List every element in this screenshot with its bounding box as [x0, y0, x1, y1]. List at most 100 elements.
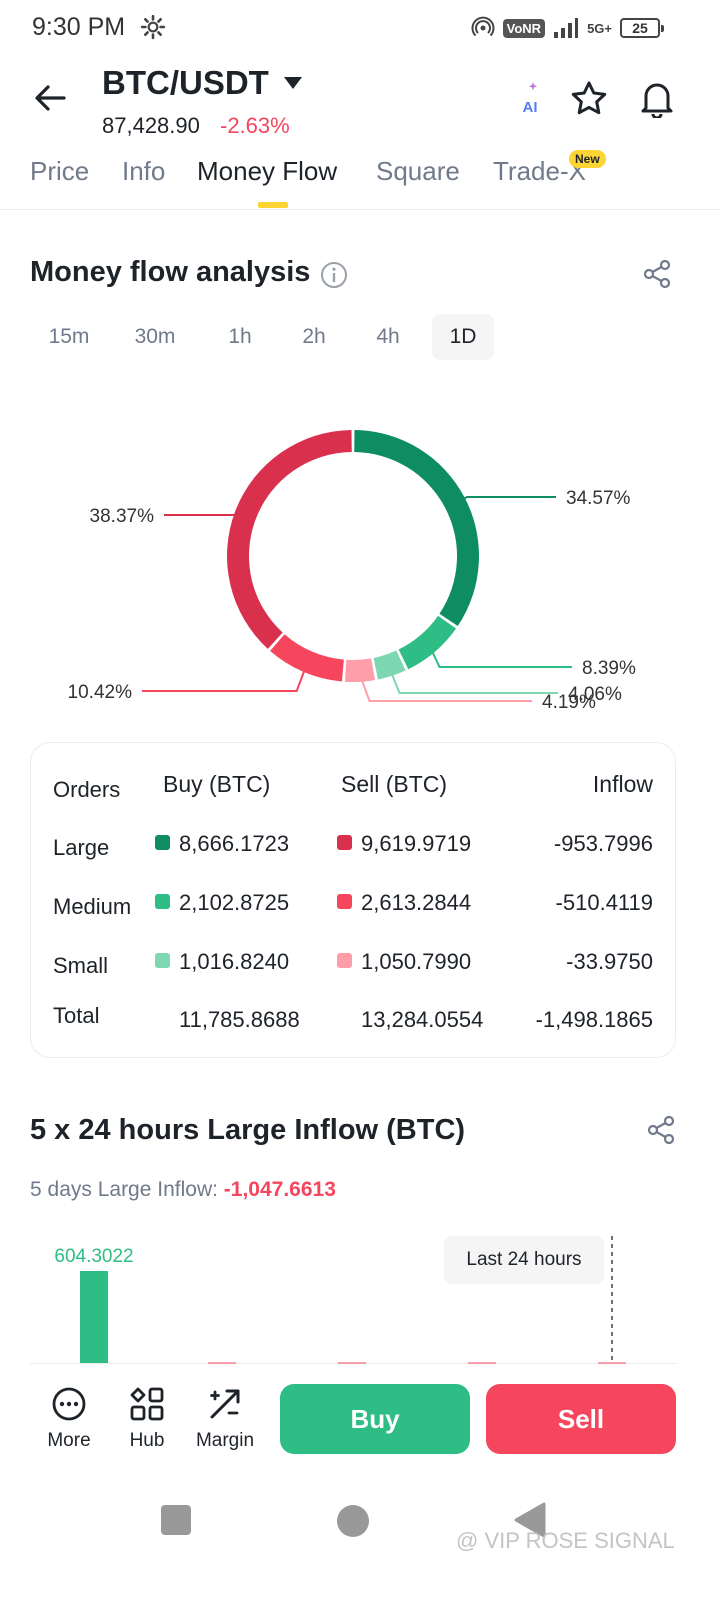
header-inflow: Inflow — [592, 771, 653, 797]
tab-price[interactable]: Price — [30, 156, 90, 186]
period-4h[interactable]: 4h — [376, 325, 400, 348]
back-nav-icon[interactable] — [512, 1502, 546, 1538]
inflow-bar[interactable] — [208, 1362, 236, 1364]
large-inflow-title: 5 x 24 hours Large Inflow (BTC) — [30, 1114, 466, 1146]
nav-margin[interactable]: Margin — [185, 1386, 265, 1452]
inflow-bar[interactable] — [80, 1271, 108, 1364]
row-small-label: Small — [53, 953, 109, 978]
donut-slice-label: 34.57% — [566, 488, 631, 509]
last-24h-tooltip: Last 24 hours — [444, 1236, 604, 1284]
header-orders: Orders — [53, 777, 121, 802]
last-price: 87,428.90 — [102, 113, 200, 138]
buy-button[interactable]: Buy — [280, 1384, 470, 1454]
nav-margin-label: Margin — [195, 1430, 255, 1451]
period-30m[interactable]: 30m — [134, 325, 176, 348]
nav-hub-label: Hub — [129, 1430, 165, 1451]
inflow-bar-value-label: 604.3022 — [54, 1246, 133, 1267]
row-small-sell: 1,050.7990 — [337, 949, 471, 975]
watermark: @ VIP ROSE SIGNAL — [456, 1528, 675, 1553]
status-bar: 9:30 PM VoNR 5G+ 25 — [0, 0, 720, 56]
inflow-bar[interactable] — [468, 1362, 496, 1364]
donut-slice-label: 4.19% — [542, 692, 596, 713]
nav-more[interactable]: More — [29, 1386, 109, 1452]
period-15m[interactable]: 15m — [48, 325, 90, 348]
period-2h[interactable]: 2h — [302, 325, 326, 348]
inflow-bar[interactable] — [598, 1362, 626, 1364]
row-large-label: Large — [53, 835, 110, 860]
star-icon[interactable] — [570, 80, 608, 118]
donut-leader-line — [358, 673, 532, 702]
five-day-inflow-summary: 5 days Large Inflow: -1,047.6613 — [30, 1178, 336, 1202]
battery-icon: 25 — [620, 18, 664, 38]
row-large-sell: 9,619.9719 — [337, 831, 471, 857]
bottom-action-bar: More Hub Margin Buy Sell — [0, 1364, 720, 1474]
gear-icon — [140, 14, 166, 40]
summary-label: 5 days Large Inflow: — [30, 1178, 218, 1201]
row-total-sell: 13,284.0554 — [361, 1007, 484, 1032]
home-icon[interactable] — [336, 1504, 370, 1538]
row-small-buy: 1,016.8240 — [155, 949, 289, 975]
share-icon[interactable] — [642, 259, 672, 289]
header-buy: Buy (BTC) — [163, 771, 271, 797]
donut-slice-label: 4.06% — [568, 684, 622, 705]
hotspot-icon — [471, 16, 495, 37]
donut-slice-label: 38.37% — [90, 506, 155, 527]
nav-more-label: More — [47, 1430, 91, 1451]
signal-icon — [554, 18, 579, 38]
nav-hub[interactable]: Hub — [107, 1386, 187, 1452]
money-flow-title: Money flow analysis — [30, 256, 311, 288]
recents-icon[interactable] — [160, 1504, 192, 1536]
tab-bar: Price Info Money Flow Square Trade-X — [0, 150, 720, 210]
donut-leader-line — [457, 496, 556, 502]
row-large-buy: 8,666.1723 — [155, 831, 289, 857]
caret-down-icon[interactable] — [282, 74, 304, 92]
header: BTC/USDT 87,428.90 -2.63% AI — [0, 56, 720, 146]
tab-money-flow[interactable]: Money Flow — [197, 156, 338, 186]
header-sell: Sell (BTC) — [341, 771, 448, 797]
row-medium-buy: 2,102.8725 — [155, 890, 289, 916]
row-small-inflow: -33.9750 — [566, 949, 653, 974]
period-selector: 15m 30m 1h 2h 4h 1D — [30, 314, 494, 360]
hub-icon — [130, 1387, 164, 1421]
donut-slice-label: 10.42% — [68, 682, 133, 703]
info-icon[interactable] — [320, 261, 348, 289]
donut-leader-line — [142, 664, 308, 692]
more-icon — [52, 1387, 86, 1421]
inflow-bar[interactable] — [338, 1362, 366, 1364]
pair-title[interactable]: BTC/USDT — [102, 64, 269, 101]
tab-info[interactable]: Info — [122, 156, 166, 186]
donut-slice — [354, 430, 480, 627]
money-flow-donut-chart: 34.57% 8.39% 4.06%4.19% 10.42% 38.37% — [68, 430, 636, 713]
row-medium-sell: 2,613.2844 — [337, 890, 471, 916]
summary-value: -1,047.6613 — [223, 1178, 336, 1201]
period-1d[interactable]: 1D — [432, 314, 494, 360]
share-icon[interactable] — [646, 1115, 676, 1145]
large-inflow-bar-chart: 604.3022 — [30, 1236, 676, 1364]
row-total-buy: 11,785.8688 — [179, 1007, 300, 1032]
orders-table: Orders Buy (BTC) Sell (BTC) Inflow Large… — [30, 742, 676, 1058]
tab-square[interactable]: Square — [376, 156, 460, 186]
donut-slice — [398, 615, 457, 670]
ai-label: AI — [523, 99, 538, 116]
row-total-inflow: -1,498.1865 — [535, 1007, 653, 1032]
donut-slice-label: 8.39% — [582, 658, 636, 679]
donut-slice — [344, 658, 375, 682]
active-tab-indicator — [258, 202, 288, 208]
price-change: -2.63% — [220, 113, 290, 138]
period-1h[interactable]: 1h — [228, 325, 252, 348]
row-medium-label: Medium — [53, 894, 132, 919]
sell-button[interactable]: Sell — [486, 1384, 676, 1454]
margin-icon — [210, 1389, 240, 1419]
back-arrow-icon[interactable] — [30, 78, 70, 118]
bell-icon[interactable] — [638, 78, 676, 118]
donut-leader-line — [428, 645, 572, 668]
row-medium-inflow: -510.4119 — [555, 890, 653, 915]
donut-leader-line — [388, 667, 558, 694]
donut-slice — [227, 430, 352, 649]
system-navigation-bar — [0, 1480, 720, 1600]
row-total-label: Total — [53, 1003, 100, 1028]
new-badge: New — [569, 150, 606, 168]
ai-icon[interactable]: AI — [512, 78, 548, 118]
donut-slice — [373, 650, 406, 680]
status-time: 9:30 PM — [32, 13, 126, 41]
